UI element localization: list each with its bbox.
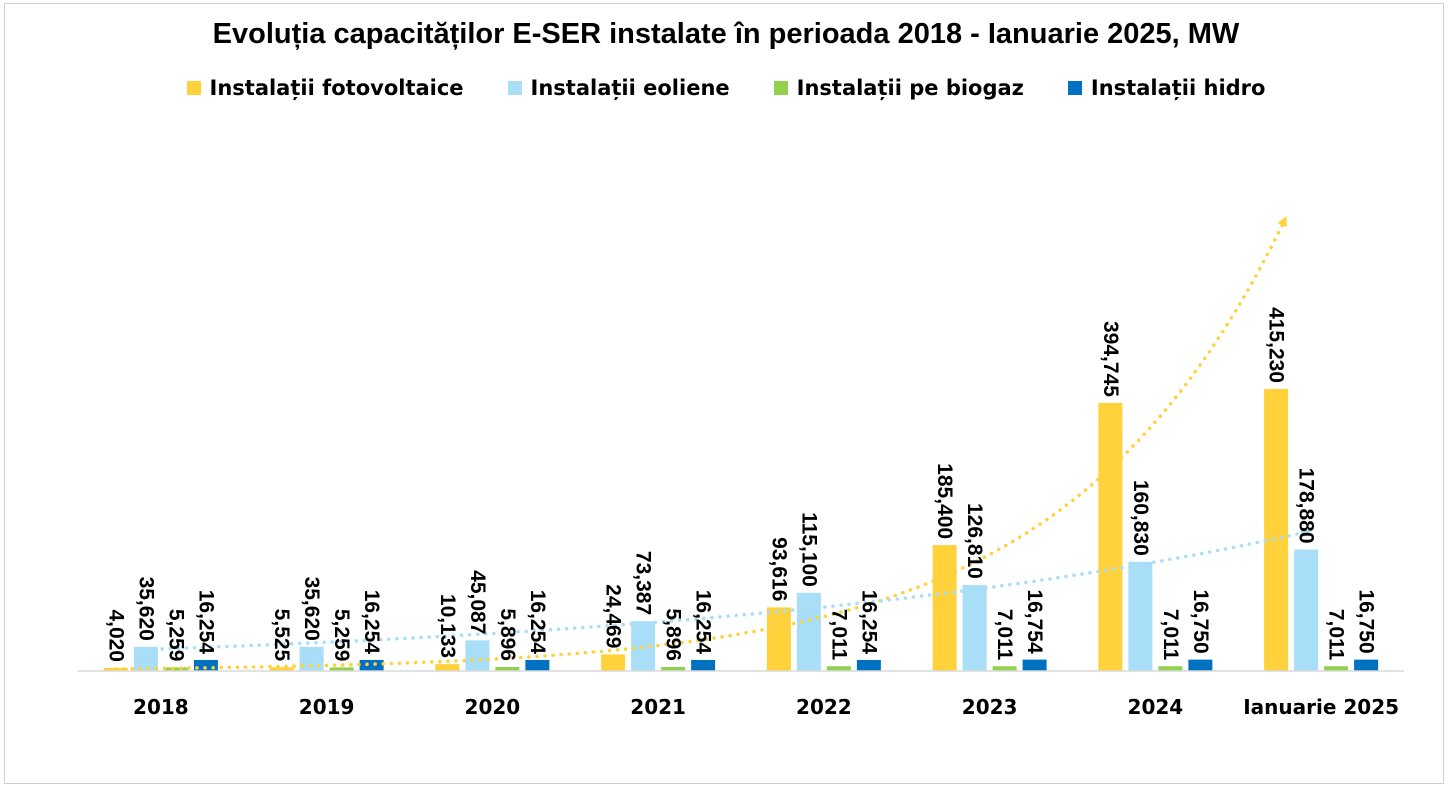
bar-3-7[interactable] [1354, 659, 1379, 671]
data-labels-layer: 4,020 35,620 5,259 16,254 5,525 35,620 5,259 16… [104, 307, 1377, 662]
data-label: 35,620 [300, 577, 323, 641]
data-label: 7,011 [1159, 609, 1182, 661]
x-tick-label: 2021 [630, 695, 686, 719]
bar-2-1[interactable] [329, 667, 354, 671]
data-label: 126,810 [963, 503, 986, 579]
bar-3-3[interactable] [691, 659, 716, 671]
bar-3-2[interactable] [525, 659, 550, 671]
bar-1-2[interactable] [465, 640, 490, 671]
data-label: 7,011 [827, 609, 850, 661]
legend-item-biogaz[interactable]: Instalații pe biogaz [773, 76, 1024, 100]
x-axis-labels: 2018 2019 2020 2021 2022 2023 2024 Ianuarie 202… [133, 695, 1399, 719]
bar-3-5[interactable] [1022, 659, 1047, 671]
trendline-1 [144, 528, 1311, 652]
data-label: 5,896 [662, 608, 685, 661]
bar-2-6[interactable] [1158, 666, 1183, 671]
legend-item-hidro[interactable]: Instalații hidro [1067, 76, 1266, 100]
bar-0-2[interactable] [435, 664, 460, 671]
bar-2-3[interactable] [661, 666, 686, 671]
chart-title: Evoluția capacităților E-SER instalate î… [212, 18, 1240, 50]
bar-1-5[interactable] [962, 584, 987, 671]
legend-swatch [507, 81, 522, 95]
bar-2-4[interactable] [826, 666, 851, 671]
legend-item-eoliene[interactable]: Instalații eoliene [507, 76, 730, 100]
legend-item-fotovoltaice[interactable]: Instalații fotovoltaice [186, 76, 464, 100]
x-tick-label: 2020 [465, 695, 521, 719]
data-label: 16,254 [360, 590, 383, 655]
data-label: 16,254 [692, 590, 715, 655]
data-label: 5,896 [496, 608, 519, 661]
bar-0-3[interactable] [601, 654, 626, 671]
x-tick-label: 2018 [133, 695, 189, 719]
x-tick-label: Ianuarie 2025 [1243, 695, 1399, 719]
data-label: 5,525 [270, 609, 293, 662]
legend-label: Instalații fotovoltaice [209, 76, 464, 100]
data-label: 7,011 [993, 609, 1016, 661]
data-label: 24,469 [602, 584, 625, 648]
bar-0-4[interactable] [766, 607, 791, 671]
data-label: 7,011 [1325, 609, 1348, 661]
legend-label: Instalații hidro [1090, 76, 1266, 100]
data-label: 16,750 [1355, 589, 1378, 653]
data-label: 185,400 [933, 463, 956, 539]
legend-swatch [773, 81, 788, 95]
bar-2-7[interactable] [1324, 666, 1349, 671]
bar-3-4[interactable] [856, 659, 881, 671]
data-label: 10,133 [436, 594, 459, 658]
bar-3-0[interactable] [193, 659, 218, 671]
x-tick-label: 2022 [796, 695, 852, 719]
trendline-0 [114, 216, 1287, 671]
trendlines-layer [114, 216, 1311, 671]
bar-0-1[interactable] [269, 667, 294, 671]
legend-swatch [186, 81, 201, 95]
data-label: 5,259 [164, 609, 187, 662]
data-label: 178,880 [1295, 468, 1318, 544]
bar-1-6[interactable] [1128, 561, 1153, 671]
legend-label: Instalații pe biogaz [796, 76, 1024, 100]
data-label: 16,754 [1023, 589, 1046, 654]
bars-layer [103, 389, 1379, 671]
data-label: 45,087 [466, 570, 489, 634]
legend: Instalații fotovoltaice Instalații eolie… [0, 76, 1452, 100]
data-label: 5,259 [330, 609, 353, 662]
bar-0-7[interactable] [1264, 389, 1289, 671]
data-label: 35,620 [134, 577, 157, 641]
bar-0-6[interactable] [1098, 402, 1123, 671]
bar-2-0[interactable] [163, 667, 188, 671]
data-label: 160,830 [1129, 480, 1152, 556]
data-label: 4,020 [104, 609, 127, 662]
data-label: 73,387 [632, 551, 655, 615]
data-label: 16,254 [526, 590, 549, 655]
data-label: 394,745 [1099, 321, 1122, 397]
data-label: 415,230 [1265, 307, 1288, 383]
data-label: 16,254 [194, 590, 217, 655]
data-label: 93,616 [767, 537, 790, 601]
legend-swatch [1067, 81, 1082, 95]
bar-1-4[interactable] [796, 592, 821, 671]
data-label: 16,750 [1189, 589, 1212, 653]
x-tick-label: 2023 [962, 695, 1018, 719]
bar-2-5[interactable] [992, 666, 1017, 671]
x-tick-label: 2019 [299, 695, 355, 719]
legend-label: Instalații eoliene [530, 76, 730, 100]
chart-frame [4, 3, 1444, 784]
data-label: 115,100 [797, 512, 820, 587]
bar-0-5[interactable] [932, 545, 957, 671]
bar-1-7[interactable] [1294, 549, 1319, 671]
x-tick-label: 2024 [1128, 695, 1184, 719]
bar-3-1[interactable] [359, 659, 384, 671]
bar-2-2[interactable] [495, 666, 520, 671]
data-label: 16,254 [857, 590, 880, 655]
bar-3-6[interactable] [1188, 659, 1213, 671]
